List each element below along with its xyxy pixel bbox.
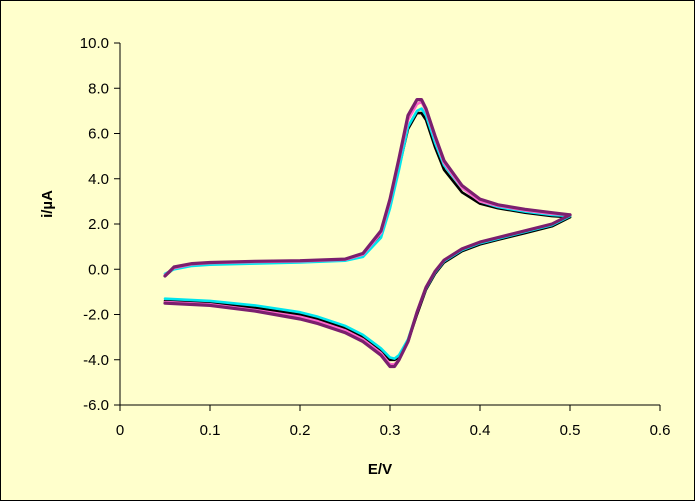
y-tick-label: 8.0 — [88, 80, 109, 97]
x-tick-label: 0.1 — [200, 422, 221, 439]
x-tick-label: 0.5 — [560, 422, 581, 439]
x-tick-label: 0.2 — [290, 422, 311, 439]
series-layer — [163, 98, 572, 369]
ticks: -6.0 -4.0 -2.0 0.0 2.0 4.0 6.0 8.0 10.0 0 0.1 0.2 0.… — [80, 35, 671, 439]
axes — [119, 43, 660, 406]
y-axis-title: i/µA — [39, 190, 56, 218]
y-tick-label: 2.0 — [88, 216, 109, 233]
x-tick-label: 0.4 — [470, 422, 491, 439]
x-tick-label: 0.6 — [650, 422, 671, 439]
x-axis-title: E/V — [368, 461, 392, 478]
y-tick-label: 6.0 — [88, 126, 109, 143]
x-tick-label: 0.3 — [380, 422, 401, 439]
series-line-4-forward — [163, 98, 572, 278]
y-tick-label: 0.0 — [88, 261, 109, 278]
y-tick-label: 4.0 — [88, 171, 109, 188]
x-tick-label: 0 — [116, 422, 124, 439]
y-tick-label: -4.0 — [83, 352, 109, 369]
y-tick-label: 10.0 — [80, 35, 109, 52]
series-line-4-reverse — [163, 213, 572, 369]
y-tick-label: -2.0 — [83, 307, 109, 324]
y-tick-label: -6.0 — [83, 397, 109, 414]
